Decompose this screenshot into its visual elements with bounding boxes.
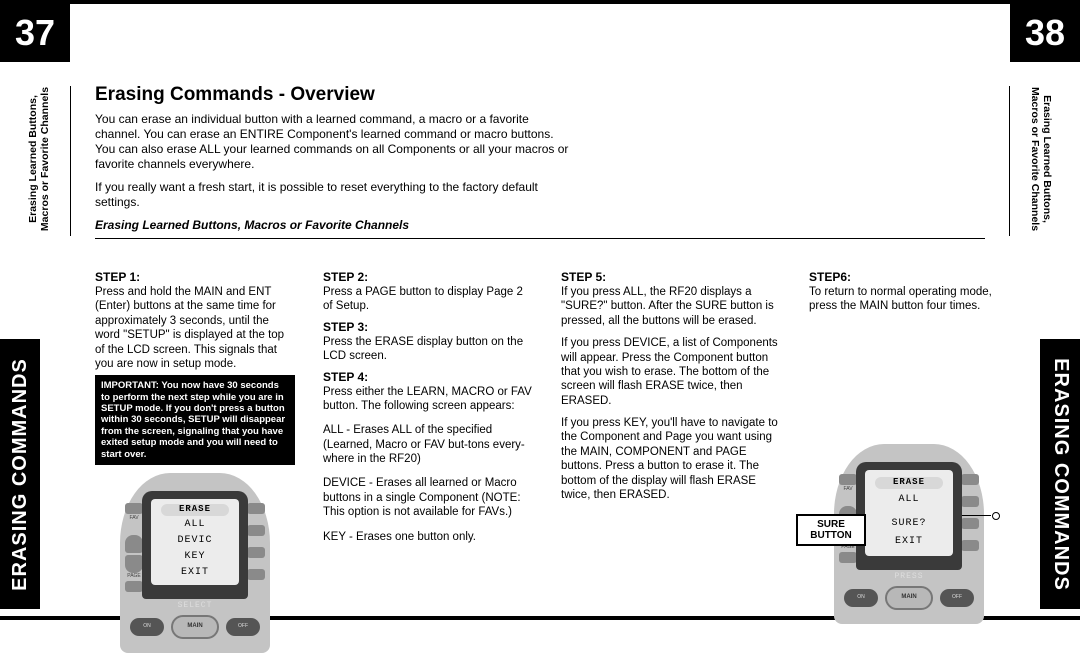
step-2-label: STEP 2: xyxy=(323,270,533,285)
column-1: STEP 1: Press and hold the MAIN and ENT … xyxy=(95,264,295,608)
column-2: STEP 2: Press a PAGE button to display P… xyxy=(323,264,533,608)
column-4: STEP6: To return to normal operating mod… xyxy=(809,264,1009,608)
tab-label-left: Erasing Learned Buttons, Macros or Favor… xyxy=(28,84,51,234)
on-button-icon xyxy=(130,618,164,636)
step-1-label: STEP 1: xyxy=(95,270,295,285)
step-4-text: Press either the LEARN, MACRO or FAV but… xyxy=(323,385,533,414)
sure-button-callout: SURE BUTTON xyxy=(796,514,866,546)
step-2-text: Press a PAGE button to display Page 2 of… xyxy=(323,285,533,314)
section-label-left: ERASING COMMANDS xyxy=(0,339,40,609)
step-5-label: STEP 5: xyxy=(561,270,781,285)
intro-paragraph-1: You can erase an individual button with … xyxy=(95,112,575,172)
callout-pointer-icon xyxy=(992,512,1000,520)
off-button-icon xyxy=(940,589,974,607)
divider-rule xyxy=(95,238,985,239)
step-3-label: STEP 3: xyxy=(323,320,533,335)
step-1-text: Press and hold the MAIN and ENT (Enter) … xyxy=(95,285,295,371)
step-3-text: Press the ERASE display button on the LC… xyxy=(323,335,533,364)
on-button-icon xyxy=(844,589,878,607)
key-description: KEY - Erases one button only. xyxy=(323,530,533,544)
divider xyxy=(70,86,71,236)
main-button-icon: MAIN xyxy=(171,615,219,639)
manual-spread: 37 38 ERASING COMMANDS ERASING COMMANDS … xyxy=(0,0,1080,620)
step-5-p3: If you press KEY, you'll have to navigat… xyxy=(561,416,781,502)
tab-label-right: Erasing Learned Buttons, Macros or Favor… xyxy=(1029,84,1052,234)
step-4-label: STEP 4: xyxy=(323,370,533,385)
intro-paragraph-2: If you really want a fresh start, it is … xyxy=(95,180,575,210)
content-area: Erasing Commands - Overview You can eras… xyxy=(95,84,985,608)
step-6-label: STEP6: xyxy=(809,270,1009,285)
device-description: DEVICE - Erases all learned or Macro but… xyxy=(323,476,533,519)
columns: STEP 1: Press and hold the MAIN and ENT … xyxy=(95,264,985,608)
important-note: IMPORTANT: You now have 30 seconds to pe… xyxy=(95,375,295,465)
step-5-p2: If you press DEVICE, a list of Component… xyxy=(561,336,781,408)
section-label-right: ERASING COMMANDS xyxy=(1040,339,1080,609)
off-button-icon xyxy=(226,618,260,636)
step-5-p1: If you press ALL, the RF20 displays a "S… xyxy=(561,285,781,328)
step-6-text: To return to normal operating mode, pres… xyxy=(809,285,1009,314)
page-title: Erasing Commands - Overview xyxy=(95,84,985,106)
page-number-right: 38 xyxy=(1010,4,1080,62)
main-button-icon: MAIN xyxy=(885,586,933,610)
subheading: Erasing Learned Buttons, Macros or Favor… xyxy=(95,218,985,232)
divider xyxy=(1009,86,1010,236)
remote-illustration-1: FAV PAGE ERASE ALL DEVIC KEY EXIT SELECT xyxy=(120,473,270,653)
column-3: STEP 5: If you press ALL, the RF20 displ… xyxy=(561,264,781,608)
all-description: ALL - Erases ALL of the specified (Learn… xyxy=(323,423,533,466)
page-number-left: 37 xyxy=(0,4,70,62)
